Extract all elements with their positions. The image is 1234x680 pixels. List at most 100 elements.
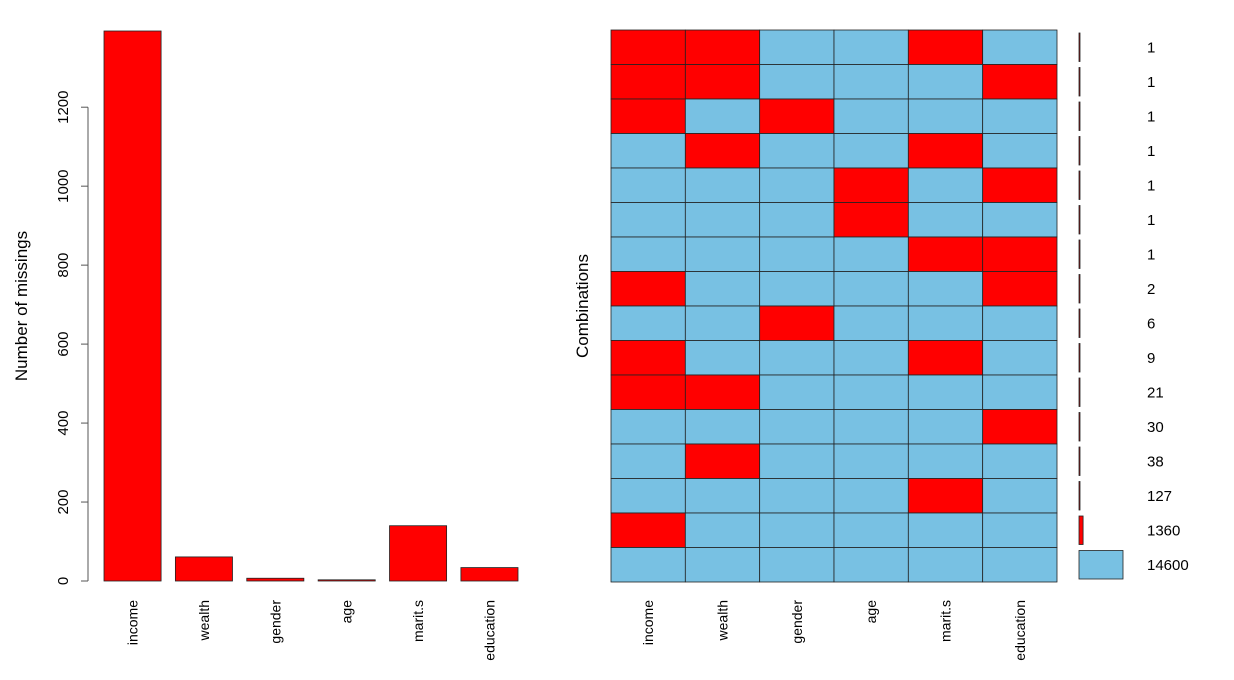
- bar: [317, 579, 376, 582]
- combination-cell: [759, 98, 835, 134]
- bar-x-label: education: [481, 600, 497, 661]
- combination-cell: [610, 374, 686, 410]
- combination-cell: [684, 236, 761, 272]
- combination-cell: [610, 478, 686, 514]
- combination-cell: [907, 133, 984, 169]
- frequency-bar: [1078, 274, 1081, 304]
- bar: [389, 525, 448, 582]
- frequency-label: 1: [1147, 246, 1155, 263]
- combination-cell: [982, 374, 1058, 410]
- frequency-bar: [1078, 308, 1081, 338]
- combination-cell: [610, 202, 686, 238]
- grid-x-label: wealth: [715, 600, 731, 641]
- frequency-label: 30: [1147, 419, 1164, 436]
- combination-cell: [759, 64, 835, 100]
- combination-cell: [759, 547, 835, 583]
- frequency-label: 1: [1147, 212, 1155, 229]
- frequency-label: 1: [1147, 108, 1155, 125]
- combination-cell: [833, 443, 909, 479]
- frequency-bar: [1078, 515, 1084, 545]
- combination-cell: [684, 512, 761, 548]
- combination-cell: [610, 133, 686, 169]
- combination-cell: [610, 443, 686, 479]
- frequency-bar: [1078, 170, 1081, 200]
- combination-cell: [907, 340, 984, 376]
- frequency-bar: [1078, 412, 1081, 442]
- combination-cell: [759, 305, 835, 341]
- combination-cell: [833, 478, 909, 514]
- frequency-label: 1: [1147, 74, 1155, 91]
- combination-cell: [982, 236, 1058, 272]
- combination-cell: [982, 133, 1058, 169]
- frequency-label: 14600: [1147, 557, 1189, 574]
- frequency-label: 1: [1147, 143, 1155, 160]
- combination-cell: [610, 64, 686, 100]
- combination-cell: [759, 236, 835, 272]
- combination-cell: [907, 547, 984, 583]
- combination-cell: [907, 409, 984, 445]
- combination-cell: [684, 340, 761, 376]
- combination-cell: [684, 271, 761, 307]
- bar: [460, 567, 519, 582]
- bar-x-label: marit.s: [410, 600, 426, 642]
- combination-cell: [759, 443, 835, 479]
- combination-cell: [610, 271, 686, 307]
- combination-cell: [907, 29, 984, 65]
- frequency-bar: [1078, 377, 1081, 407]
- combination-cell: [684, 305, 761, 341]
- combination-cell: [982, 29, 1058, 65]
- combination-cell: [684, 133, 761, 169]
- combination-cell: [982, 64, 1058, 100]
- combination-cell: [982, 98, 1058, 134]
- bar-chart-y-axis: 0 200 400 600 800 1000 1200: [55, 91, 89, 585]
- bar-chart-panel: Number of missings 0 200 400 600 800 1000 1200…: [12, 30, 519, 661]
- frequency-bar: [1078, 136, 1081, 166]
- combination-cell: [610, 98, 686, 134]
- combination-cell: [833, 340, 909, 376]
- combination-cell: [833, 98, 909, 134]
- combination-cell: [907, 478, 984, 514]
- frequency-label: 1: [1147, 177, 1155, 194]
- combination-cell: [610, 340, 686, 376]
- combination-cell: [833, 374, 909, 410]
- combination-cell: [907, 305, 984, 341]
- frequency-bar: [1078, 67, 1081, 97]
- combination-cell: [684, 409, 761, 445]
- bar-x-label: age: [339, 600, 355, 624]
- combination-cell: [684, 202, 761, 238]
- combination-cell: [684, 167, 761, 203]
- frequency-label: 1: [1147, 39, 1155, 56]
- combination-cell: [610, 167, 686, 203]
- combination-cell: [982, 305, 1058, 341]
- combination-cell: [833, 409, 909, 445]
- combination-cell: [907, 443, 984, 479]
- y-tick-label: 800: [55, 253, 72, 278]
- frequency-label: 6: [1147, 315, 1155, 332]
- combination-cell: [907, 64, 984, 100]
- combination-cell: [759, 167, 835, 203]
- combination-cell: [610, 29, 686, 65]
- combination-cell: [907, 512, 984, 548]
- frequency-labels: 1 1 1 1 1 1 1 2 6 9 21 30 38 127 1360 14600: [1147, 39, 1189, 574]
- bar-chart-x-labels: income wealth gender age marit.s education: [125, 600, 498, 661]
- frequency-bar: [1078, 239, 1081, 269]
- frequency-bars: [1078, 32, 1124, 580]
- combination-cell: [982, 478, 1058, 514]
- combination-cell: [907, 98, 984, 134]
- combinations-panel: Combinations income wealth gender age marit.…: [573, 29, 1189, 661]
- frequency-bar: [1078, 32, 1081, 62]
- combination-cell: [684, 443, 761, 479]
- bar: [174, 556, 233, 582]
- grid-x-label: income: [640, 600, 656, 645]
- combination-cell: [833, 29, 909, 65]
- frequency-label: 2: [1147, 281, 1155, 298]
- combination-cell: [684, 478, 761, 514]
- combination-cell: [982, 443, 1058, 479]
- y-tick-label: 400: [55, 411, 72, 436]
- combination-cell: [759, 478, 835, 514]
- combination-cell: [907, 202, 984, 238]
- combination-cell: [907, 236, 984, 272]
- grid-x-label: gender: [789, 600, 805, 644]
- combination-cell: [982, 167, 1058, 203]
